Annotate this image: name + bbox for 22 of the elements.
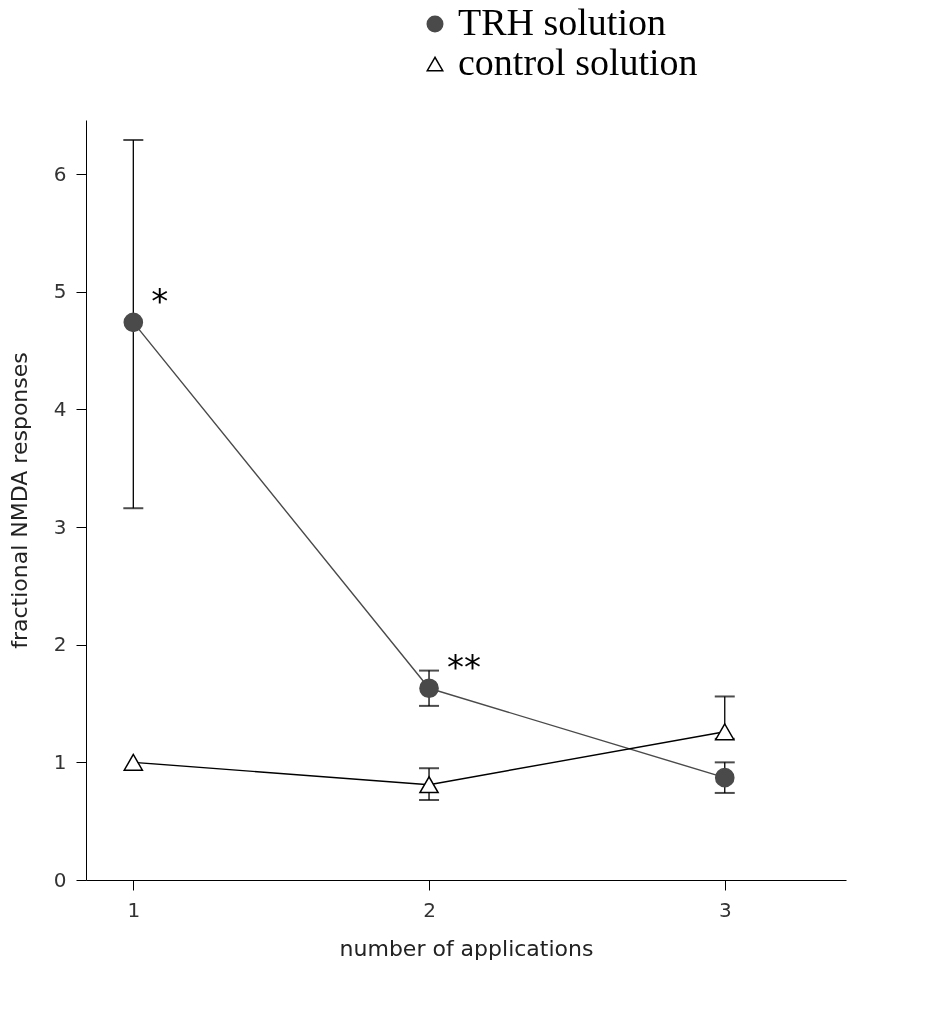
y-tick-label: 2 <box>53 632 67 657</box>
y-tick-label: 1 <box>53 749 67 774</box>
x-axis-title: number of applications <box>339 935 594 961</box>
point <box>714 723 735 741</box>
point <box>123 753 144 771</box>
point <box>714 767 735 788</box>
x-tick-label: 3 <box>718 897 732 922</box>
y-tick-label: 6 <box>53 161 67 186</box>
point <box>419 678 439 699</box>
legend-label: TRH solution <box>458 1 666 43</box>
x-tick-label: 2 <box>423 897 436 922</box>
y-tick-label: 3 <box>53 514 67 539</box>
y-tick-label: 4 <box>53 396 67 421</box>
legend-label: control solution <box>458 41 698 83</box>
point <box>123 312 144 333</box>
point <box>419 776 439 794</box>
annotation: * <box>151 281 169 322</box>
x-tick-label: 1 <box>127 897 141 922</box>
y-tick-label: 0 <box>53 867 67 892</box>
y-axis-title: fractional NMDA responses <box>6 352 32 649</box>
annotation: ** <box>447 647 482 688</box>
y-tick-label: 5 <box>53 279 67 304</box>
